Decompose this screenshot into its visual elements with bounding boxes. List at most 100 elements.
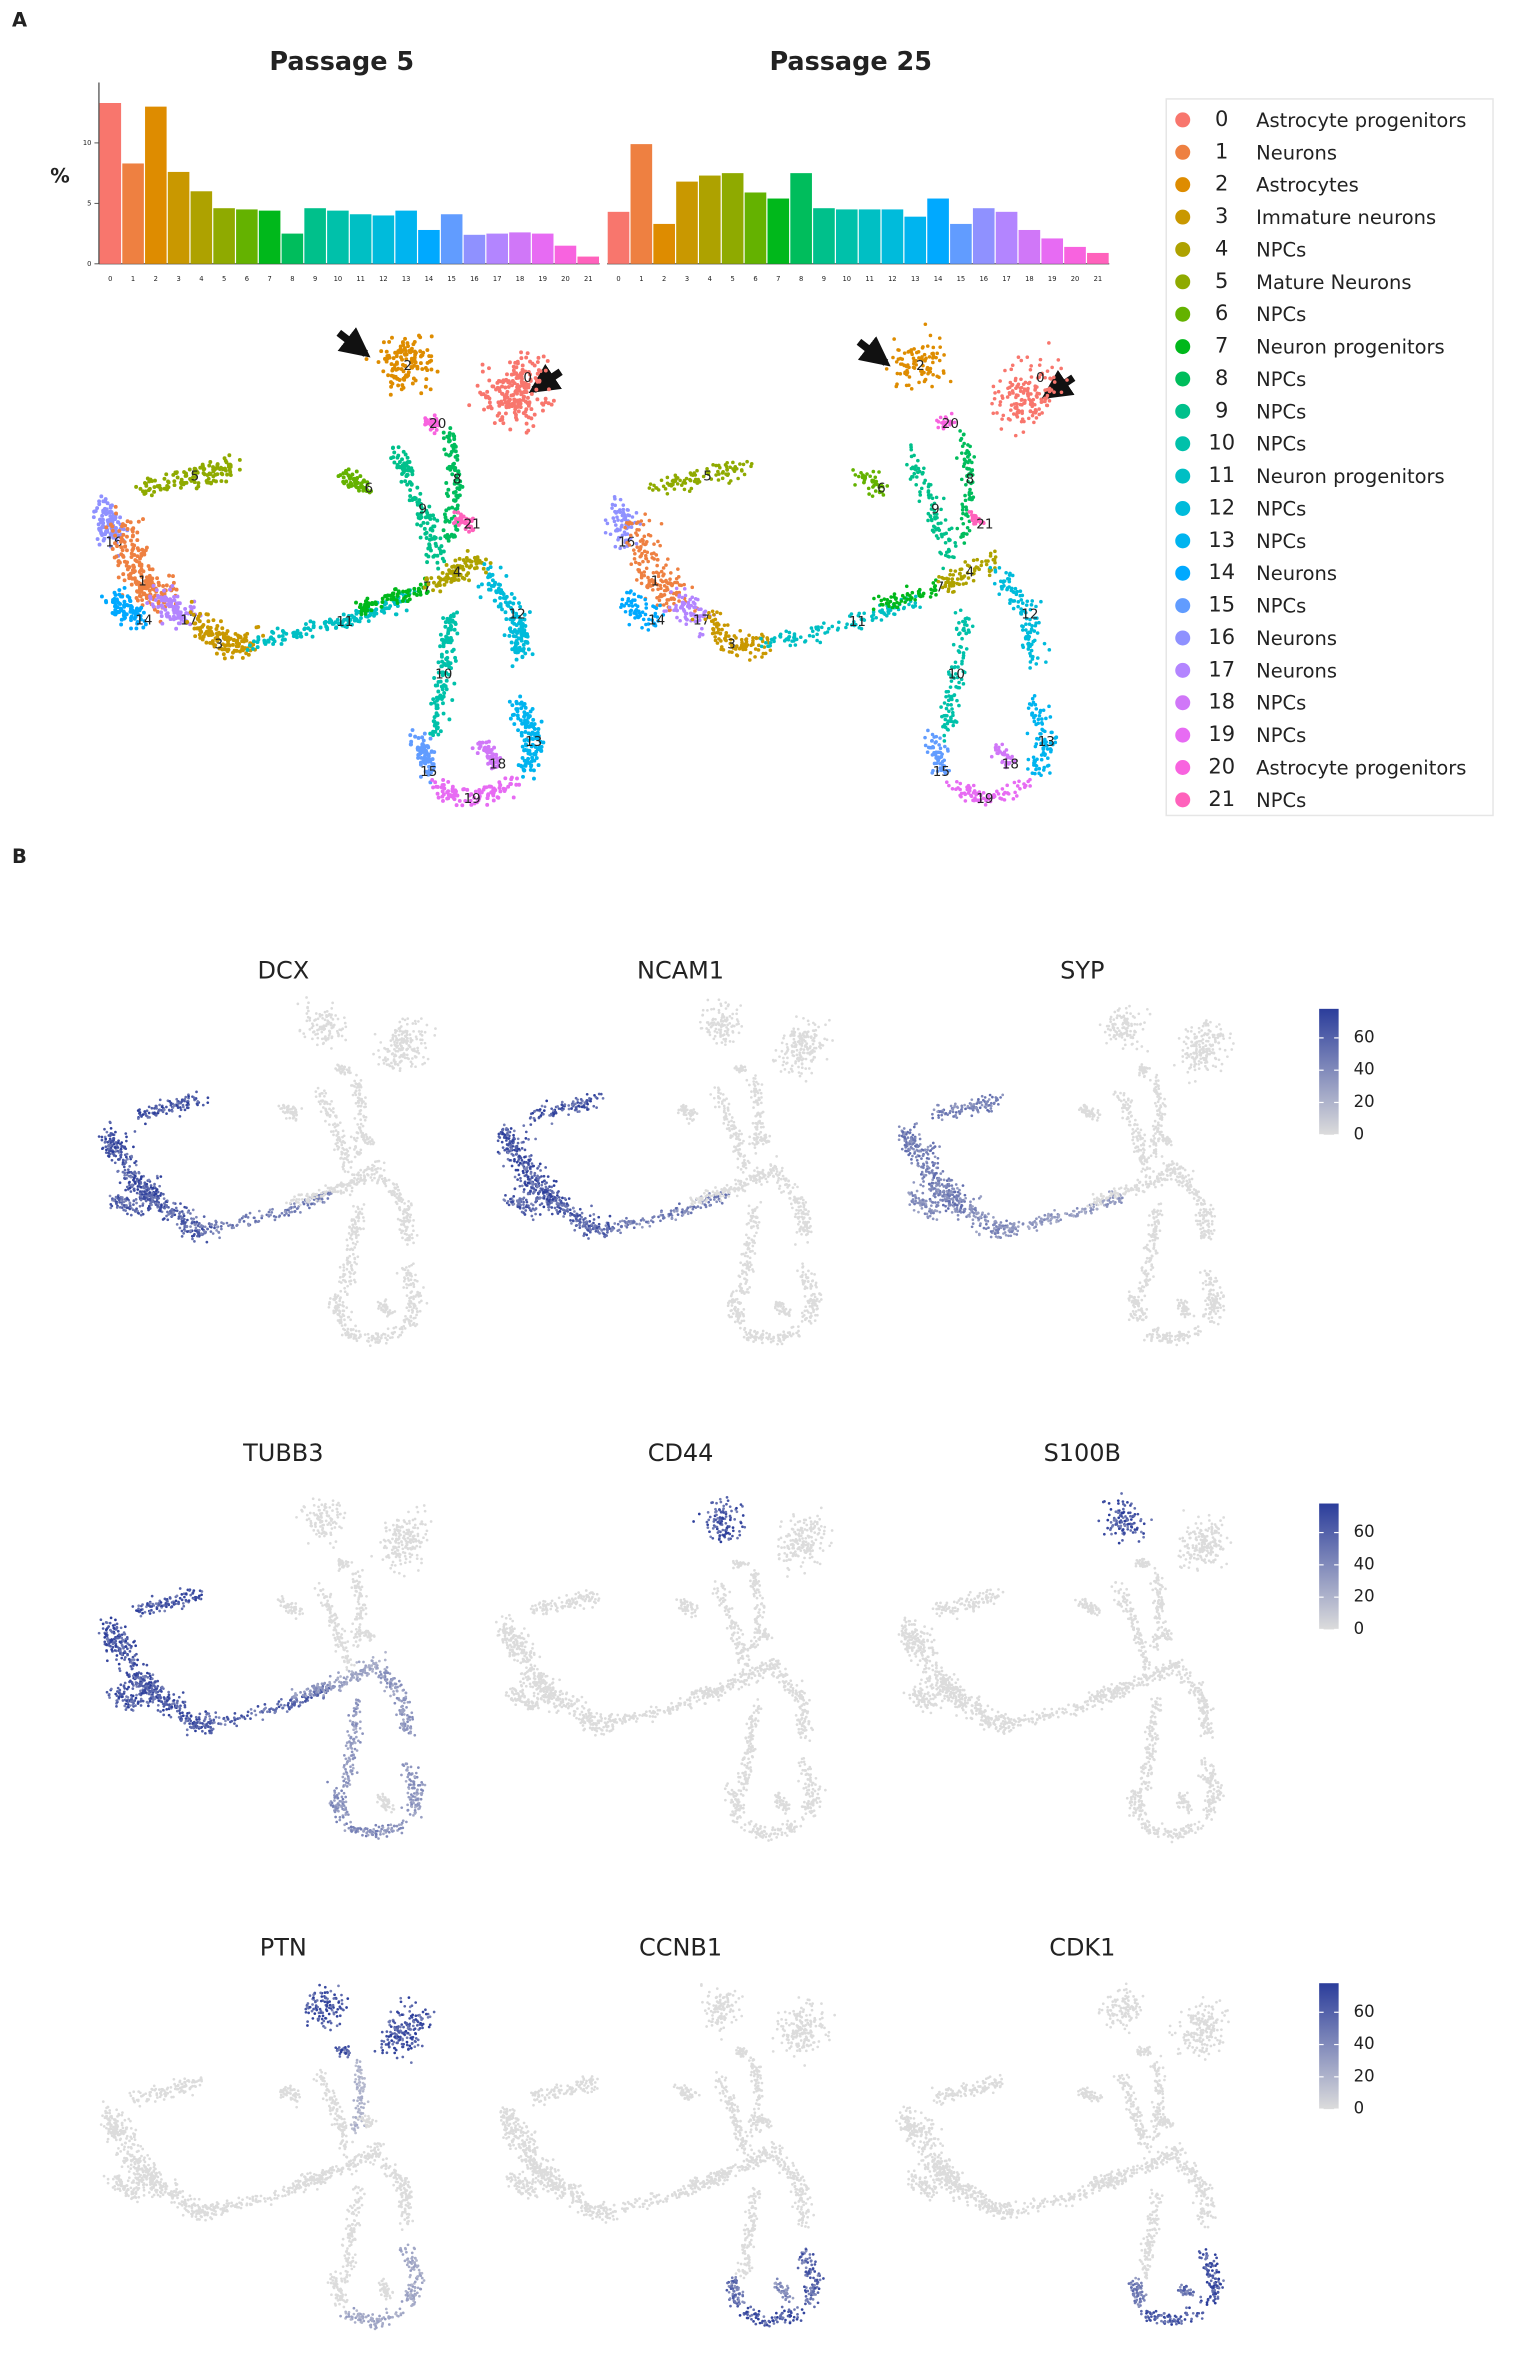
umap-point xyxy=(609,532,613,536)
umap-point xyxy=(514,630,518,634)
umap-point xyxy=(492,799,496,803)
umap-point xyxy=(219,619,223,623)
umap-point xyxy=(906,592,910,596)
umap-point xyxy=(635,542,639,546)
umap-point xyxy=(754,647,758,651)
umap-point xyxy=(482,408,486,412)
umap-point xyxy=(474,559,478,563)
umap-point xyxy=(220,472,224,476)
umap-point xyxy=(344,471,348,475)
umap-point xyxy=(337,474,341,478)
umap-point xyxy=(117,529,121,533)
umap-point xyxy=(467,578,471,582)
umap-point xyxy=(921,594,925,598)
umap-point xyxy=(1008,598,1012,602)
umap-point xyxy=(411,728,415,732)
legend-label: Neurons xyxy=(1256,627,1337,650)
umap-point xyxy=(510,393,514,397)
umap-point xyxy=(500,607,504,611)
umap-point xyxy=(941,567,945,571)
umap-point xyxy=(633,557,637,561)
umap-point xyxy=(542,355,546,359)
umap-point xyxy=(958,572,962,576)
umap-point xyxy=(130,1155,133,1158)
umap-point xyxy=(130,551,134,555)
umap-point xyxy=(206,619,210,623)
umap-point xyxy=(744,648,748,652)
umap-point xyxy=(865,472,869,476)
umap-point xyxy=(323,621,327,625)
umap-point xyxy=(988,574,992,578)
umap-point xyxy=(1034,662,1038,666)
umap-point xyxy=(681,596,685,600)
umap-point xyxy=(662,566,666,570)
umap-point xyxy=(442,641,446,645)
umap-point xyxy=(659,578,663,582)
umap-point xyxy=(199,630,203,634)
legend-label: NPCs xyxy=(1256,595,1306,618)
legend-label: Immature neurons xyxy=(1256,206,1436,229)
umap-point xyxy=(872,608,876,612)
umap-point xyxy=(811,629,815,633)
umap-point xyxy=(104,525,108,529)
umap-point xyxy=(814,626,818,630)
umap-point xyxy=(163,1197,166,1200)
umap-point xyxy=(104,1145,107,1148)
umap-point xyxy=(955,527,959,531)
umap-point xyxy=(132,1146,135,1149)
umap-point xyxy=(508,700,512,704)
umap-point xyxy=(1005,784,1009,788)
x-tick-label: 12 xyxy=(888,275,897,283)
umap-point xyxy=(393,363,397,367)
umap-point xyxy=(696,478,700,482)
umap-point xyxy=(1048,771,1052,775)
umap-point xyxy=(931,733,935,737)
umap-point xyxy=(629,609,633,613)
umap-point xyxy=(515,701,519,705)
umap-point xyxy=(100,526,104,530)
umap-point xyxy=(1027,417,1031,421)
umap-point xyxy=(404,590,408,594)
umap-point xyxy=(1012,607,1016,611)
umap-point xyxy=(999,580,1003,584)
umap-point xyxy=(446,789,450,793)
umap-point xyxy=(243,633,247,637)
umap-point xyxy=(950,707,954,711)
umap-point xyxy=(647,533,651,537)
umap-point xyxy=(903,351,907,355)
legend-number: 19 xyxy=(1208,722,1235,746)
umap-point xyxy=(979,564,983,568)
umap-point xyxy=(431,697,435,701)
umap-point xyxy=(119,623,123,627)
legend-label: NPCs xyxy=(1256,497,1306,520)
umap-point xyxy=(688,598,692,602)
umap-point xyxy=(133,1177,136,1180)
umap-point xyxy=(942,532,946,536)
umap-point xyxy=(627,623,631,627)
bar xyxy=(213,208,235,264)
umap-point xyxy=(110,1127,113,1130)
umap-point xyxy=(151,1107,154,1110)
umap-point xyxy=(997,592,1001,596)
umap-point xyxy=(172,1106,175,1109)
umap-point xyxy=(936,426,940,430)
umap-point xyxy=(631,515,635,519)
umap-point xyxy=(434,714,438,718)
umap-point xyxy=(641,610,645,614)
x-tick-label: 16 xyxy=(979,275,988,283)
umap-point xyxy=(126,594,130,598)
umap-point xyxy=(193,634,197,638)
legend-number: 9 xyxy=(1215,398,1228,422)
umap-point xyxy=(684,594,688,598)
umap-point xyxy=(232,649,236,653)
umap-point xyxy=(154,1202,157,1205)
umap-point xyxy=(946,749,950,753)
umap-point xyxy=(967,493,971,497)
umap-point xyxy=(872,470,876,474)
umap-point xyxy=(958,650,962,654)
umap-point xyxy=(126,1186,129,1189)
umap-point xyxy=(160,622,164,626)
umap-point xyxy=(128,1181,131,1184)
umap-point xyxy=(144,1122,147,1125)
umap-point xyxy=(918,499,922,503)
